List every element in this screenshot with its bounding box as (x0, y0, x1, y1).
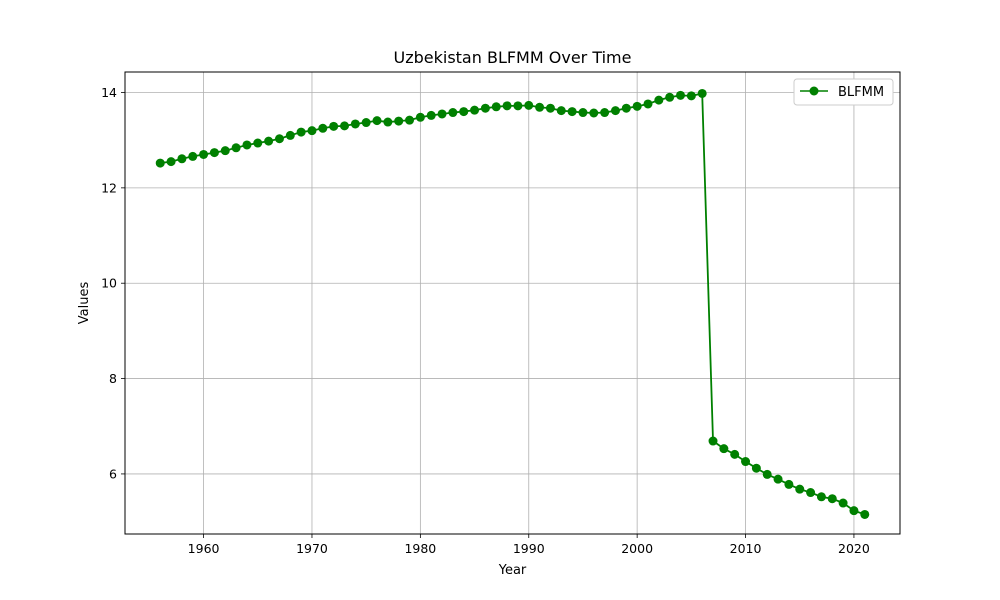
data-point-1981 (426, 110, 436, 120)
data-point-1987 (491, 102, 501, 112)
data-point-1998 (610, 106, 620, 116)
data-point-1962 (220, 146, 230, 156)
y-tick-label-10: 10 (101, 276, 117, 291)
data-point-1964 (242, 140, 252, 150)
x-tick-label-2010: 2010 (730, 541, 762, 556)
data-point-1977 (383, 117, 393, 127)
data-point-1958 (177, 154, 187, 164)
data-point-1985 (470, 105, 480, 115)
data-point-1971 (318, 123, 328, 133)
data-point-1973 (339, 121, 349, 131)
data-point-2002 (654, 95, 664, 105)
legend: BLFMM (793, 78, 894, 106)
data-point-2016 (806, 488, 816, 498)
data-point-1963 (231, 143, 241, 153)
data-point-1975 (361, 118, 371, 128)
data-point-2014 (784, 479, 794, 489)
x-tick-label-2020: 2020 (838, 541, 870, 556)
data-point-1984 (459, 107, 469, 117)
x-tick-label-1960: 1960 (188, 541, 220, 556)
series-group (155, 88, 870, 519)
data-point-1994 (567, 107, 577, 117)
x-tick-label-2000: 2000 (621, 541, 653, 556)
x-tick-label-1970: 1970 (296, 541, 328, 556)
data-point-1966 (264, 136, 274, 146)
data-point-2019 (838, 498, 848, 508)
data-point-2013 (773, 474, 783, 484)
data-point-2017 (816, 492, 826, 502)
data-point-1970 (307, 126, 317, 136)
data-point-2015 (795, 484, 805, 494)
y-tick-label-14: 14 (101, 85, 117, 100)
data-point-2021 (860, 509, 870, 519)
data-point-2020 (849, 506, 859, 516)
data-point-2012 (762, 469, 772, 479)
y-tick-label-6: 6 (109, 466, 117, 481)
data-point-1999 (621, 103, 631, 113)
data-point-1988 (502, 101, 512, 111)
data-point-2007 (708, 436, 718, 446)
data-point-2005 (686, 91, 696, 101)
x-tick-label-1990: 1990 (513, 541, 545, 556)
y-tick-label-8: 8 (109, 371, 117, 386)
chart-title: Uzbekistan BLFMM Over Time (394, 48, 632, 67)
legend-entry-blfmm: BLFMM (838, 85, 884, 100)
data-point-1979 (405, 115, 415, 125)
data-point-1956 (155, 158, 165, 168)
data-point-1957 (166, 157, 176, 167)
data-point-1969 (296, 127, 306, 137)
data-point-2011 (751, 463, 761, 473)
y-axis-label: Values (77, 282, 92, 325)
data-point-1991 (535, 102, 545, 112)
data-point-1974 (350, 119, 360, 129)
data-point-1967 (274, 134, 284, 144)
data-point-1986 (480, 103, 490, 113)
data-point-1960 (199, 149, 209, 159)
y-tick-label-12: 12 (101, 180, 117, 195)
legend-box (793, 78, 894, 106)
data-point-1996 (589, 108, 599, 118)
data-point-1995 (578, 108, 588, 118)
x-axis-ticks: 1960 1970 1980 1990 2000 2010 2020 (188, 534, 870, 556)
plot-area-border (124, 71, 901, 535)
grid-lines (125, 72, 900, 534)
legend-marker-swatch (809, 86, 819, 96)
data-point-1976 (372, 116, 382, 126)
data-point-1968 (285, 130, 295, 140)
data-point-1961 (209, 148, 219, 158)
data-point-2001 (643, 99, 653, 109)
data-point-1980 (415, 112, 425, 122)
data-point-2004 (676, 90, 686, 100)
data-point-2000 (632, 101, 642, 111)
data-point-1982 (437, 109, 447, 119)
data-point-2003 (665, 92, 675, 102)
data-point-1959 (188, 151, 198, 161)
x-tick-label-1980: 1980 (404, 541, 436, 556)
data-point-1972 (329, 121, 339, 131)
data-point-1992 (545, 103, 555, 113)
data-point-1983 (448, 108, 458, 118)
data-point-2009 (730, 449, 740, 459)
data-point-1978 (394, 116, 404, 126)
data-point-1965 (253, 138, 263, 148)
y-axis-ticks: 6 8 10 12 14 (101, 85, 125, 481)
data-point-2006 (697, 88, 707, 98)
data-point-1990 (524, 100, 534, 110)
data-point-2008 (719, 444, 729, 454)
data-point-1989 (513, 101, 523, 111)
data-point-2010 (741, 457, 751, 467)
data-point-1993 (556, 106, 566, 116)
data-point-1997 (600, 108, 610, 118)
x-axis-label: Year (498, 563, 527, 578)
data-point-2018 (827, 494, 837, 504)
